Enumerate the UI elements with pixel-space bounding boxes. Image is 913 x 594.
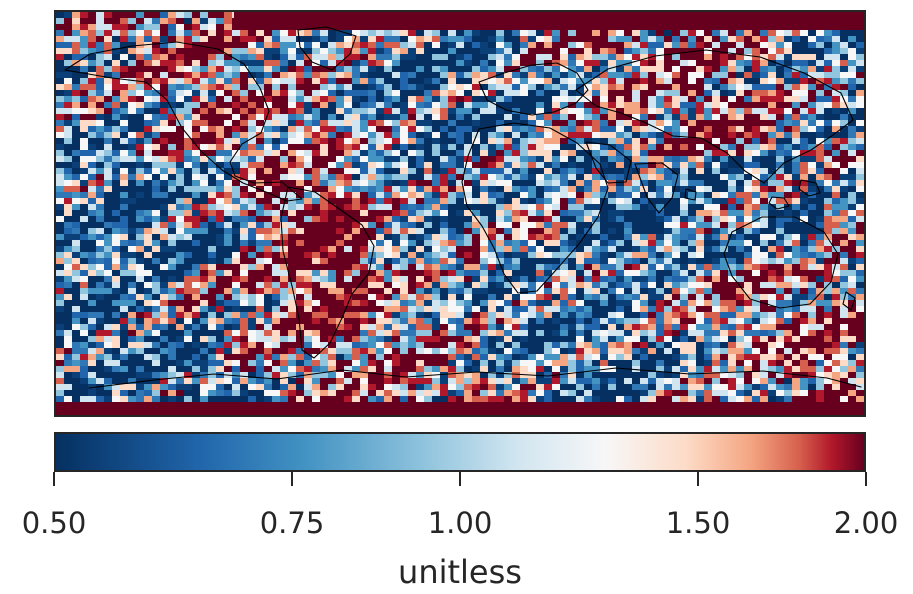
europe-coastline [478, 62, 589, 116]
india-coastline [634, 162, 679, 214]
colorbar-tick-2p00 [865, 472, 867, 486]
colorbar-tick-label-1p00: 1.00 [427, 506, 493, 540]
island-coastline-1 [798, 179, 821, 197]
colorbar-tick-1p50 [697, 472, 699, 486]
north-polar-band [234, 12, 864, 21]
australia-coastline [723, 216, 839, 309]
colorbar-tick-1p00 [459, 472, 461, 486]
arabia-coastline [585, 141, 632, 184]
colorbar [54, 432, 866, 472]
colorbar-tick-0p50 [53, 472, 55, 486]
colorbar-label: unitless [398, 553, 522, 591]
antarctica-coastline [88, 367, 862, 389]
island-coastline-4 [684, 188, 697, 201]
greenland-coastline [297, 26, 357, 71]
asia-coastline [575, 49, 854, 184]
coastlines [64, 26, 862, 389]
map-svg [56, 12, 864, 415]
north-america-coastline [64, 41, 303, 202]
south-america-coastline [280, 186, 375, 359]
map-panel [54, 10, 866, 417]
colorbar-tick-label-2p00: 2.00 [833, 506, 899, 540]
colorbar-tick-label-0p50: 0.50 [21, 506, 87, 540]
africa-coastline [461, 122, 609, 294]
colorbar-tick-label-1p50: 1.50 [665, 506, 731, 540]
colorbar-tick-0p75 [291, 472, 293, 486]
south-polar-band [56, 402, 864, 415]
colorbar-tick-label-0p75: 0.75 [259, 506, 325, 540]
island-coastline-2 [842, 291, 856, 311]
island-coastline-3 [768, 196, 790, 210]
